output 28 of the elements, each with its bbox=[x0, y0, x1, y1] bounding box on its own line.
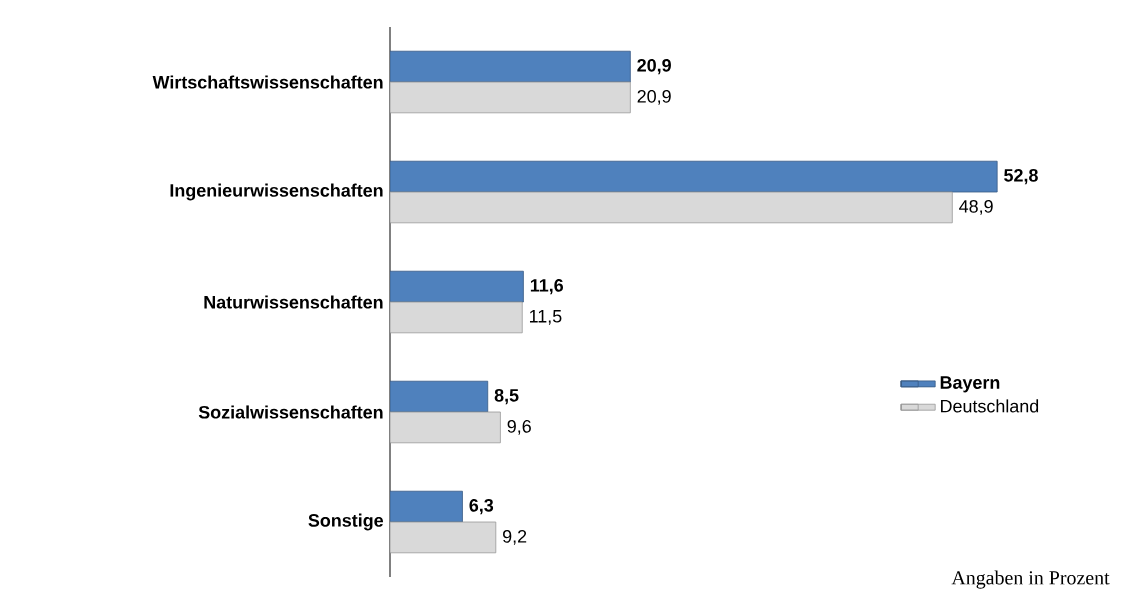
y-tick-label: Sozialwissenschaften bbox=[198, 405, 383, 419]
bar bbox=[390, 270, 524, 303]
bar bbox=[390, 490, 463, 523]
data-label: 20,9 bbox=[637, 58, 671, 75]
legend-label: Bayern bbox=[940, 376, 1000, 393]
data-label: 48,9 bbox=[959, 199, 993, 215]
y-tick-label: Ingenieurwissenschaften bbox=[170, 183, 383, 201]
data-label: 11,5 bbox=[529, 310, 562, 325]
data-label: 11,6 bbox=[530, 278, 564, 295]
bar bbox=[390, 380, 489, 413]
data-label: 8,5 bbox=[494, 388, 519, 405]
bar bbox=[390, 50, 631, 83]
bar bbox=[390, 160, 998, 193]
bar bbox=[390, 191, 953, 224]
y-tick-label: Naturwissenschaften bbox=[204, 295, 383, 309]
bar bbox=[390, 301, 523, 334]
bar bbox=[390, 521, 497, 554]
data-label: 9,6 bbox=[507, 419, 531, 435]
bar bbox=[390, 81, 631, 114]
data-label: 52,8 bbox=[1004, 168, 1038, 185]
bar bbox=[390, 411, 501, 444]
y-tick-label: Wirtschaftswissenschaften bbox=[152, 75, 383, 89]
data-label: 20,9 bbox=[637, 89, 671, 105]
legend-label: Deutschland bbox=[941, 399, 1039, 413]
y-tick-label: Sonstige bbox=[308, 513, 384, 531]
data-label: 9,2 bbox=[503, 529, 527, 545]
data-label: 6,3 bbox=[469, 498, 494, 515]
annotation: Angaben in Prozent bbox=[951, 570, 1110, 589]
